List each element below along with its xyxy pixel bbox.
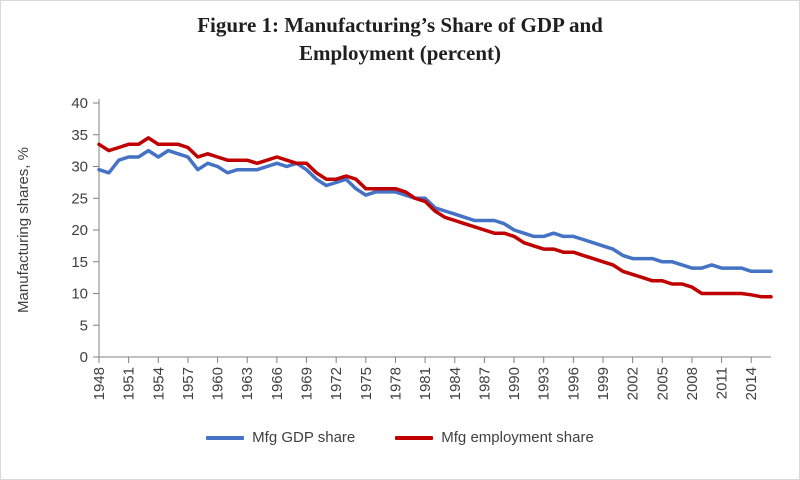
y-tick-label: 20	[71, 222, 88, 239]
y-tick-label: 5	[80, 317, 88, 334]
x-tick-label: 1972	[328, 367, 345, 400]
x-tick-label: 1984	[447, 367, 464, 400]
legend-line-swatch-gdp	[206, 435, 245, 440]
y-tick-label: 0	[80, 349, 88, 366]
x-tick-label: 1993	[536, 367, 553, 400]
legend-item-mfg-employment-share: Mfg employment share	[395, 429, 594, 446]
chart-title: Figure 1: Manufacturing’s Share of GDP a…	[197, 13, 603, 66]
y-tick-label: 30	[71, 159, 88, 176]
y-tick-label: 35	[71, 127, 88, 144]
y-tick-label: 25	[71, 190, 88, 207]
legend-label-gdp: Mfg GDP share	[252, 429, 356, 446]
legend: Mfg GDP share Mfg employment share	[1, 429, 799, 446]
y-axis-title: Manufacturing shares, %	[15, 147, 32, 313]
x-tick-label: 1957	[180, 367, 197, 400]
x-tick-label: 2005	[654, 367, 671, 400]
x-tick-label: 1951	[121, 367, 138, 400]
x-tick-label: 2008	[684, 367, 701, 400]
x-tick-label: 1975	[358, 367, 375, 400]
x-tick-label: 1981	[417, 367, 434, 400]
x-tick-label: 2002	[625, 367, 642, 400]
legend-label-employment: Mfg employment share	[441, 429, 594, 446]
x-tick-label: 1978	[387, 367, 404, 400]
x-tick-label: 1948	[91, 367, 108, 400]
x-tick-label: 1987	[476, 367, 493, 400]
x-tick-label: 1990	[506, 367, 523, 400]
x-tick-label: 1996	[565, 367, 582, 400]
x-tick-label: 1960	[210, 367, 227, 400]
legend-item-mfg-gdp-share: Mfg GDP share	[206, 429, 355, 446]
x-tick-label: 1963	[239, 367, 256, 400]
x-tick-label: 1966	[269, 367, 286, 400]
x-tick-label: 1999	[595, 367, 612, 400]
x-tick-label: 1969	[299, 367, 316, 400]
series-line-mfg-employment-share	[97, 136, 773, 299]
y-tick-label: 40	[71, 95, 88, 112]
series-line-mfg-gdp-share	[97, 148, 773, 274]
x-tick-label: 1954	[150, 367, 167, 400]
x-tick-label: 2014	[743, 367, 760, 400]
y-tick-label: 15	[71, 254, 88, 271]
legend-line-swatch-employment	[395, 435, 434, 440]
y-tick-label: 10	[71, 286, 88, 303]
x-tick-label: 2011	[714, 367, 731, 399]
